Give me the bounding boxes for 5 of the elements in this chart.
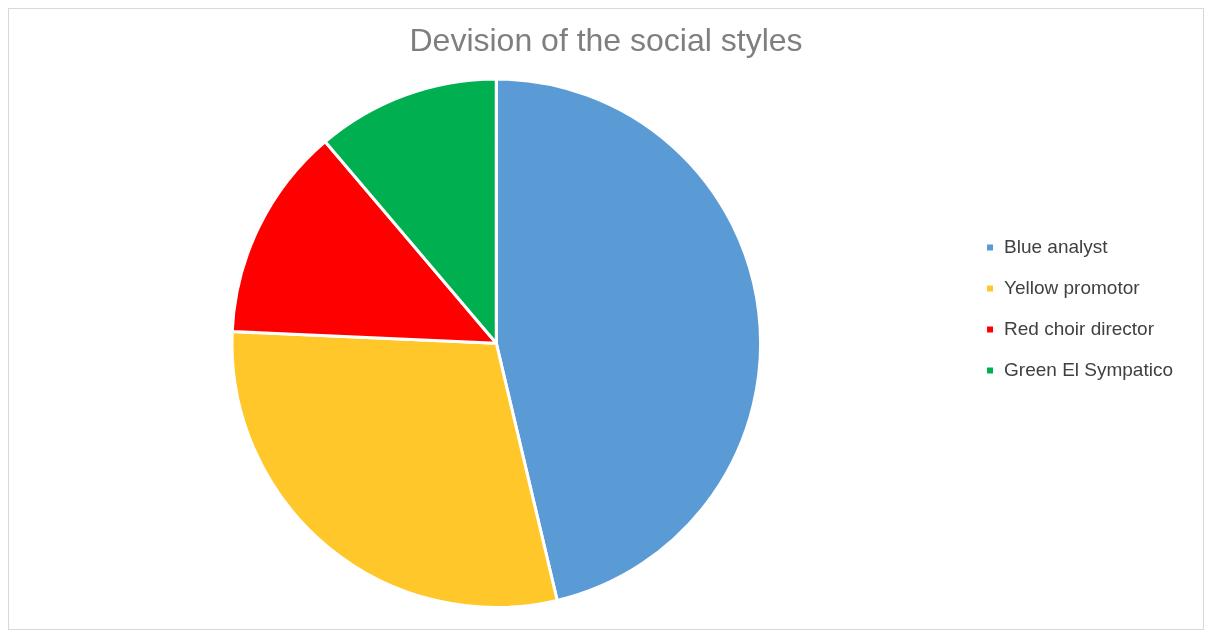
- chart-title: Devision of the social styles: [409, 22, 803, 59]
- legend-label: Red choir director: [1004, 317, 1155, 339]
- legend-label: Green El Sympatico: [1004, 358, 1174, 380]
- legend-label: Yellow promotor: [1004, 276, 1141, 298]
- legend-label: Blue analyst: [1004, 235, 1109, 257]
